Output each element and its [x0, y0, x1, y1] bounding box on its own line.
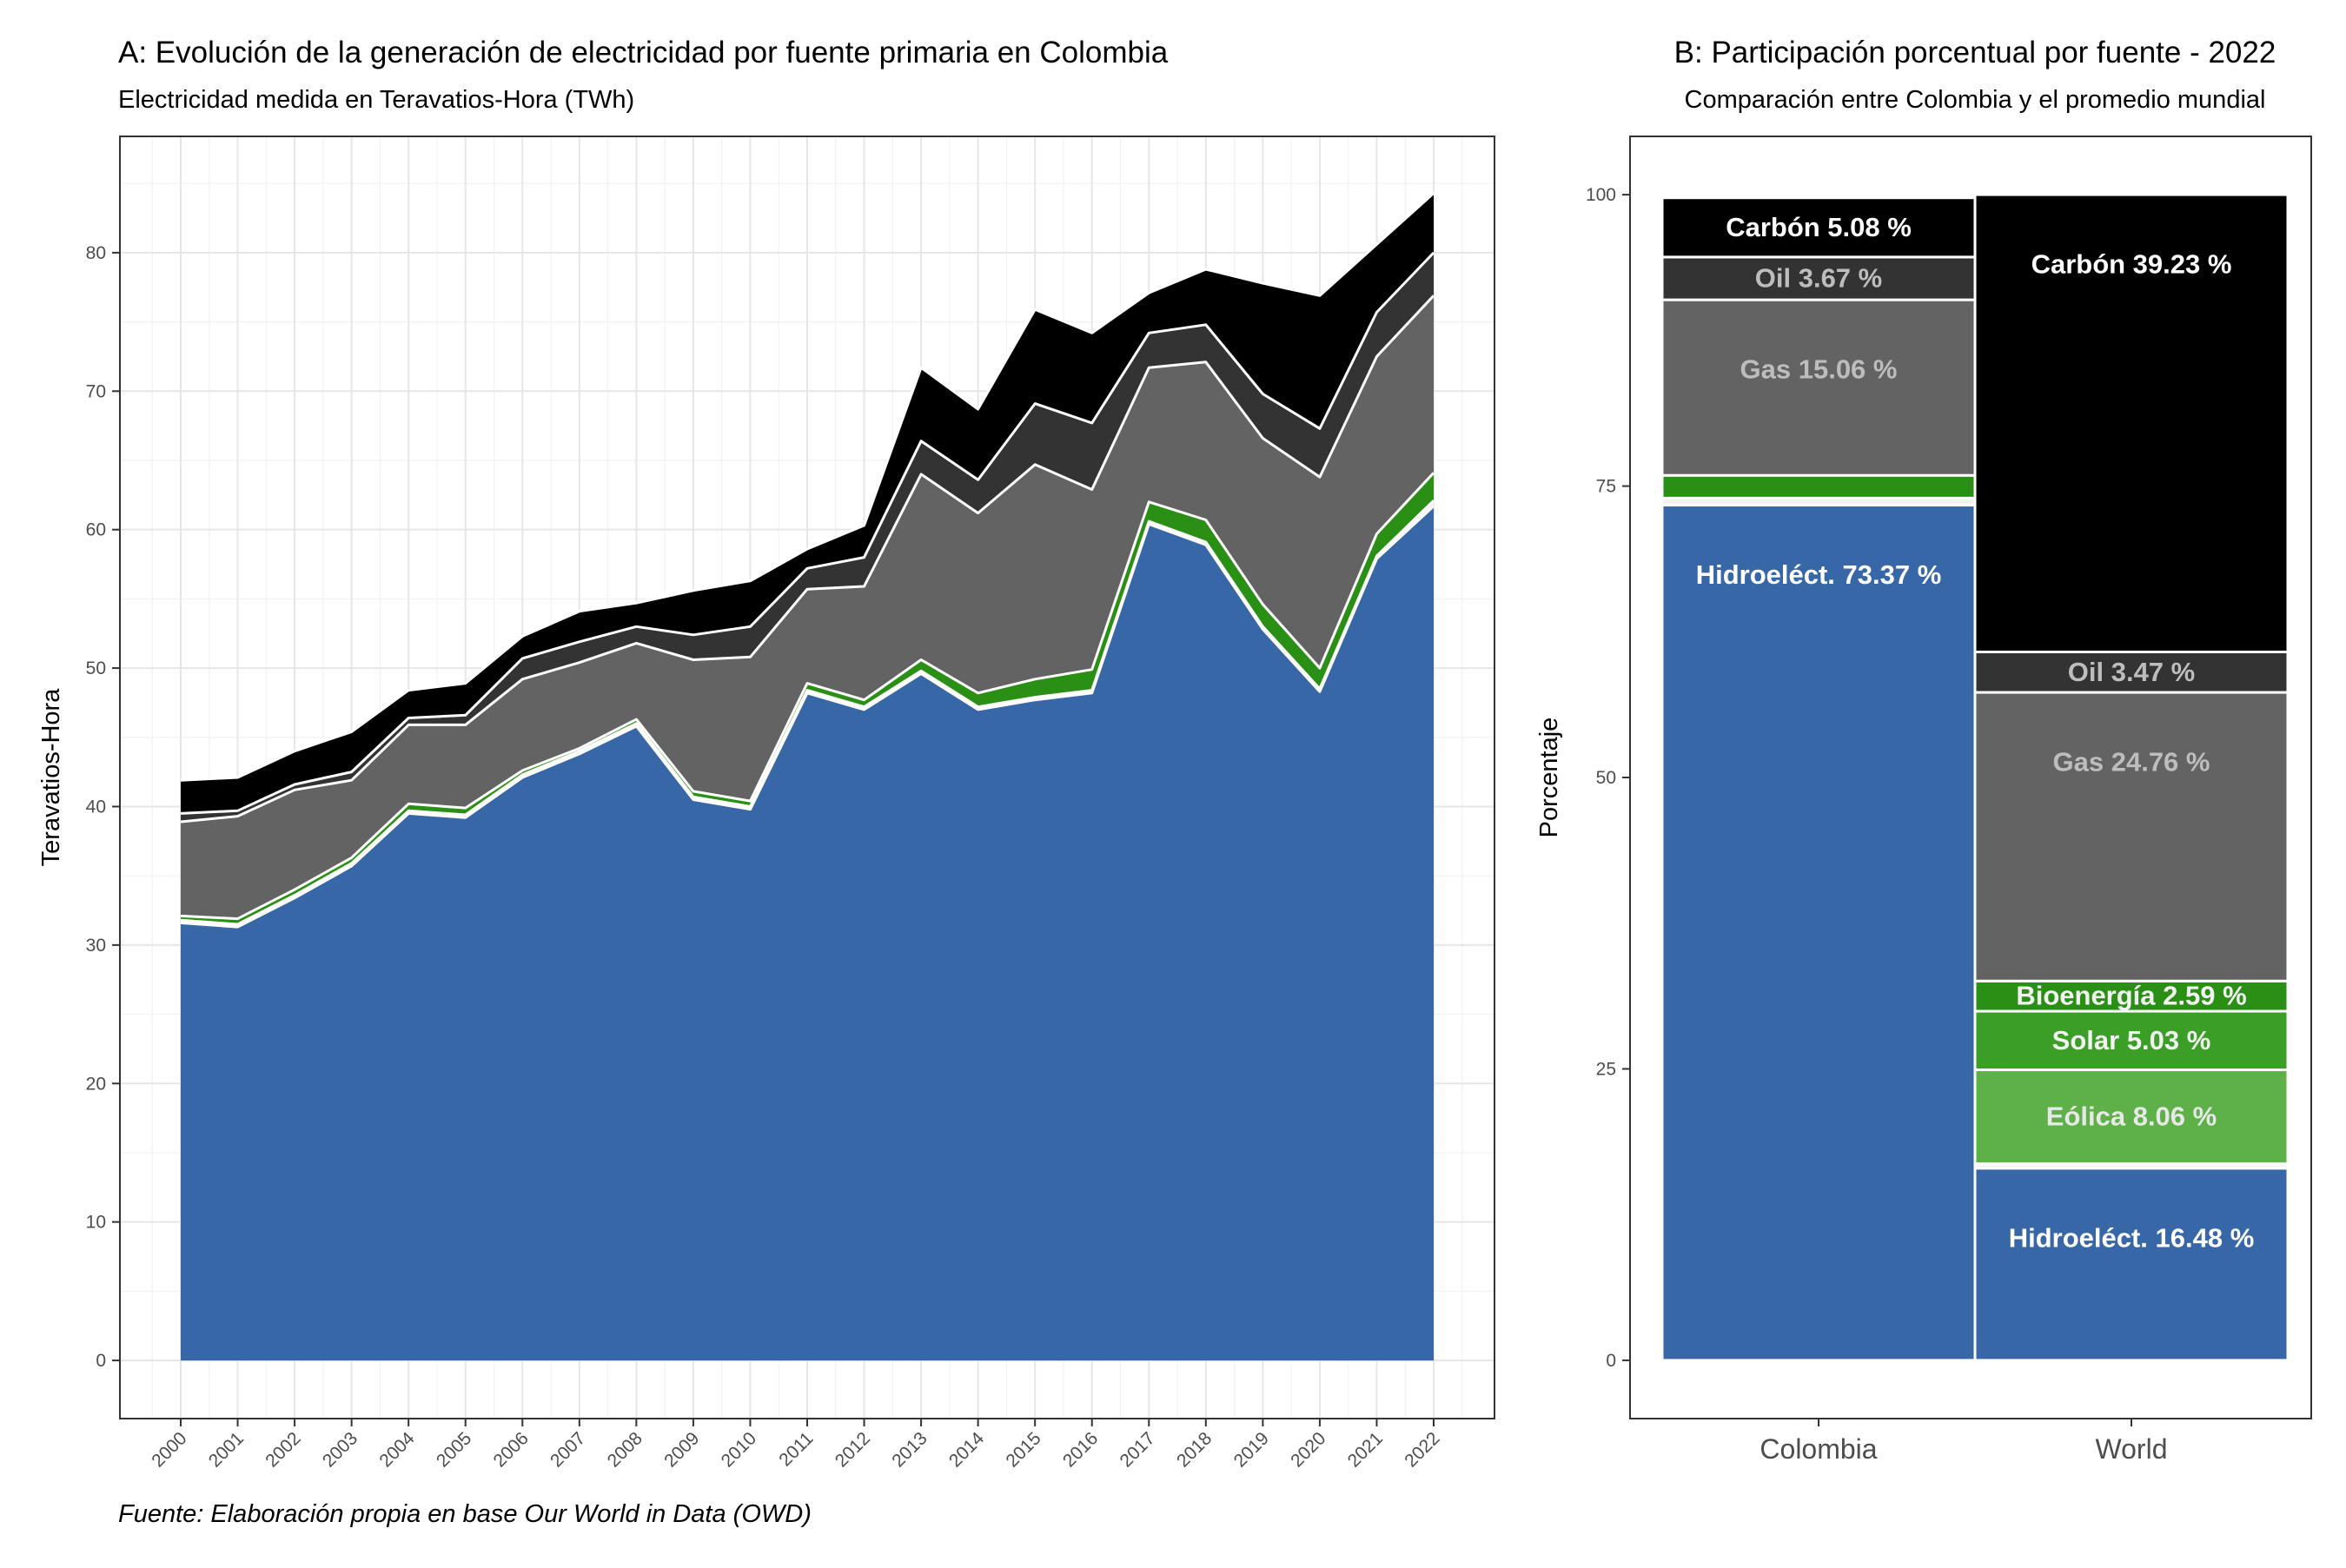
x-tick-label: 2005 — [433, 1428, 475, 1471]
area-layer-outline — [180, 192, 1435, 782]
y-tick-label: 0 — [1606, 1351, 1616, 1371]
panel-b-stacked-bars: Hidroeléct. 73.37 % Gas 15.06 % Oil 3.67 %… — [1660, 193, 2290, 1362]
y-tick-label: 70 — [86, 381, 106, 401]
x-tick-label: 2010 — [718, 1428, 760, 1471]
bar-segment-label: Oil 3.47 % — [2068, 657, 2195, 687]
bar-segment-label: Oil 3.67 % — [1755, 263, 1882, 294]
panel-b-x-axis: Colombia World — [1760, 1419, 2167, 1465]
panel-b-y-axis-title: Porcentaje — [1535, 718, 1563, 838]
x-tick-label: 2019 — [1230, 1428, 1273, 1471]
y-tick-label: 0 — [96, 1351, 106, 1371]
y-tick-label: 30 — [86, 936, 106, 956]
y-tick-label: 10 — [86, 1213, 106, 1233]
y-tick-label: 40 — [86, 797, 106, 817]
x-tick-label: 2008 — [604, 1428, 646, 1471]
area-layer-outline — [180, 500, 1435, 926]
x-tick-label: 2001 — [205, 1428, 248, 1471]
y-tick-label: 80 — [86, 243, 106, 263]
x-tick-label: 2002 — [262, 1428, 304, 1471]
x-tick-label: 2017 — [1117, 1428, 1159, 1471]
bar-segment — [1973, 193, 2290, 653]
x-tick-label: 2015 — [1002, 1428, 1044, 1471]
x-tick-label: 2007 — [547, 1428, 589, 1471]
bar-segment-label: Carbón 39.23 % — [2031, 249, 2232, 280]
y-tick-label: 20 — [86, 1074, 106, 1094]
x-tick-label: Colombia — [1760, 1433, 1877, 1465]
y-tick-label: 50 — [86, 658, 106, 678]
bar-segment — [1660, 503, 1977, 1362]
y-tick-label: 100 — [1586, 185, 1616, 205]
bar-segment-label: Solar 5.03 % — [2052, 1025, 2211, 1055]
bar-segment — [1973, 1167, 2290, 1362]
bar-segment — [1660, 196, 1977, 259]
area-layer — [181, 295, 1434, 919]
bar-segment — [1973, 691, 2290, 982]
panel-b-chart: B: Participación porcentual por fuente -… — [1535, 36, 2312, 1465]
x-tick-label: 2009 — [660, 1428, 703, 1471]
panel-b-y-axis: 0 25 50 75 100 — [1586, 185, 1630, 1371]
area-layer — [181, 193, 1434, 814]
x-tick-label: 2021 — [1344, 1428, 1387, 1471]
panel-b-title: B: Participación porcentual por fuente -… — [1674, 36, 2276, 69]
bar-segment — [1660, 473, 1977, 500]
bar-segment-label: Hidroeléct. 16.48 % — [2009, 1222, 2255, 1253]
bar-segment — [1660, 298, 1977, 477]
x-tick-label: 2013 — [888, 1428, 931, 1471]
y-tick-label: 25 — [1596, 1059, 1616, 1079]
bar-segment — [1973, 1068, 2290, 1166]
bar-segment-label: Hidroeléct. 73.37 % — [1696, 559, 1942, 590]
panel-a-y-axis-title: Teravatios-Hora — [37, 688, 65, 867]
x-tick-label: 2022 — [1401, 1428, 1443, 1471]
x-tick-label: 2000 — [148, 1428, 190, 1471]
bar-segment — [1973, 979, 2290, 1013]
area-layer — [181, 252, 1434, 822]
y-tick-label: 50 — [1596, 768, 1616, 788]
x-tick-label: 2004 — [375, 1428, 419, 1472]
panel-a-chart: A: Evolución de la generación de electri… — [37, 36, 1495, 1472]
bar-segment-label: Eólica 8.06 % — [2046, 1102, 2217, 1132]
bar-segment-label: Gas 15.06 % — [1740, 354, 1898, 385]
panel-b-subtitle: Comparación entre Colombia y el promedio… — [1685, 86, 2266, 114]
panel-a-title: A: Evolución de la generación de electri… — [118, 36, 1169, 69]
x-tick-label: 2012 — [832, 1428, 874, 1471]
panel-a-subtitle: Electricidad medida en Teravatios-Hora (… — [118, 86, 634, 114]
x-tick-label: 2018 — [1173, 1428, 1216, 1471]
panel-a-area-layers — [180, 192, 1435, 1361]
x-tick-label: 2003 — [319, 1428, 361, 1471]
bar-segment-label: Gas 24.76 % — [2053, 747, 2210, 777]
area-layer-outline — [180, 251, 1435, 815]
area-layer-outline — [180, 294, 1435, 824]
x-tick-label: 2006 — [490, 1428, 533, 1471]
panel-a-x-axis: 2000 2001 2002 2003 2004 2005 2006 2007 2008 2009… — [148, 1419, 1444, 1472]
x-tick-label: 2011 — [775, 1428, 817, 1470]
bar-segment-label: Carbón 5.08 % — [1726, 212, 1912, 242]
x-tick-label: 2016 — [1059, 1428, 1102, 1471]
bar-segment — [1973, 1009, 2290, 1072]
x-tick-label: 2020 — [1287, 1428, 1329, 1471]
bar-segment — [1973, 650, 2290, 694]
y-tick-label: 60 — [86, 520, 106, 540]
bar-segment-label: Bioenergía 2.59 % — [2016, 981, 2246, 1011]
x-tick-label: 2014 — [945, 1428, 989, 1472]
x-tick-label: World — [2096, 1433, 2168, 1465]
area-layer-outline — [180, 472, 1435, 921]
source-caption: Fuente: Elaboración propia en base Our W… — [118, 1500, 812, 1528]
y-tick-label: 75 — [1596, 477, 1616, 497]
area-layer — [181, 506, 1434, 1361]
panel-a-y-axis: 0 10 20 30 40 50 60 70 80 — [86, 243, 120, 1371]
